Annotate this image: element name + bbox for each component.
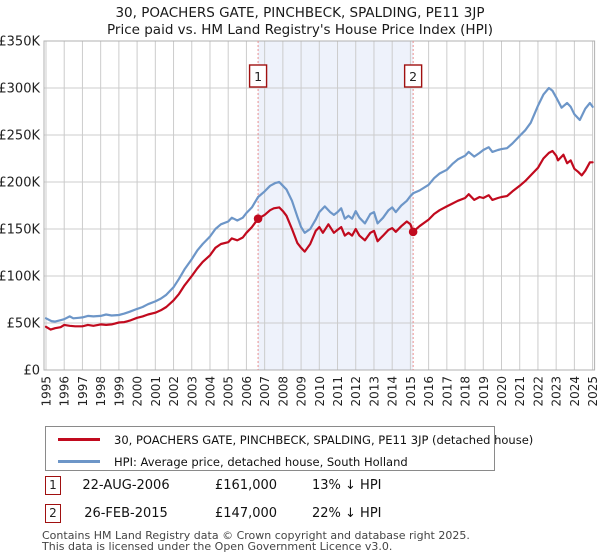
sale-1-price: £161,000 <box>215 478 278 493</box>
sale-marker-box <box>403 64 423 88</box>
y-axis-tick-label: £350K <box>0 35 40 50</box>
plot-border <box>43 40 596 371</box>
footer-line-licence: This data is licensed under the Open Gov… <box>42 539 393 553</box>
x-axis-tick-label: 1996 <box>58 376 72 407</box>
sale-annotation-row: 1 22-AUG-2006 £161,000 13% ↓ HPI <box>0 476 600 496</box>
x-axis-tick-label: 2001 <box>149 376 163 407</box>
x-axis-tick-label: 2025 <box>586 376 600 407</box>
legend-label-hpi: HPI: Average price, detached house, Sout… <box>114 454 408 469</box>
y-axis-tick-label: £250K <box>0 129 40 144</box>
chart-subtitle: Price paid vs. HM Land Registry's House … <box>107 22 493 38</box>
x-axis-tick-label: 2007 <box>258 376 272 407</box>
y-axis-tick-label: £100K <box>0 270 40 285</box>
chart-title-block: 30, POACHERS GATE, PINCHBECK, SPALDING, … <box>0 5 600 39</box>
y-axis-tick-label: £50K <box>7 317 41 332</box>
x-axis-tick-label: 2015 <box>404 376 418 407</box>
x-axis-tick-label: 2021 <box>513 376 527 407</box>
x-axis-tick-label: 2016 <box>422 376 436 407</box>
x-axis-tick-label: 2002 <box>167 376 181 407</box>
x-axis-tick-label: 2023 <box>550 376 564 407</box>
x-axis-tick-label: 1999 <box>112 376 126 407</box>
x-axis-tick-label: 2014 <box>386 376 400 407</box>
x-axis-tick-label: 2011 <box>331 376 345 407</box>
chart-title-address: 30, POACHERS GATE, PINCHBECK, SPALDING, … <box>115 5 485 21</box>
x-axis-tick-label: 2020 <box>495 376 509 407</box>
y-axis-tick-label: £150K <box>0 223 40 238</box>
x-axis-tick-label: 2008 <box>276 376 290 407</box>
price-history-chart: 1 2 £0 £50K £100K £150K £200K £250K £300K £350K 19… <box>0 35 600 407</box>
x-axis-tick-label: 2022 <box>531 376 545 407</box>
footer-line-copyright: Contains HM Land Registry data © Crown c… <box>42 529 470 542</box>
sale-annotation-row: 2 26-FEB-2015 £147,000 22% ↓ HPI <box>0 504 600 524</box>
sale-2-date: 26-FEB-2015 <box>84 506 168 521</box>
x-axis-tick-label: 2024 <box>568 376 582 407</box>
x-axis-tick-label: 2009 <box>295 376 309 407</box>
x-axis-tick-label: 2000 <box>131 376 145 407</box>
x-axis-tick-label: 2019 <box>477 376 491 407</box>
x-axis-tick-label: 2003 <box>185 376 199 407</box>
sale-point-marker <box>408 227 418 237</box>
sale-1-vs-hpi: 13% ↓ HPI <box>312 478 382 493</box>
x-axis-tick-label: 2013 <box>367 376 381 407</box>
x-axis-tick-label: 1998 <box>94 376 108 407</box>
y-axis-tick-label: £300K <box>0 82 40 97</box>
x-axis-tick-label: 2017 <box>440 376 454 407</box>
y-axis-tick-label: £0 <box>23 364 40 379</box>
sale-marker-number: 1 <box>254 69 262 84</box>
x-axis-tick-label: 2004 <box>203 376 217 407</box>
ownership-period-shading <box>258 41 414 370</box>
sale-marker-number: 2 <box>409 69 417 84</box>
sale-2-number-badge: 2 <box>45 504 61 523</box>
x-axis-tick-label: 2018 <box>459 376 473 407</box>
x-axis-tick-label: 2006 <box>240 376 254 407</box>
x-axis-tick-label: 1995 <box>40 376 54 407</box>
sale-2-vs-hpi: 22% ↓ HPI <box>312 506 382 521</box>
price-paid-line-swatch <box>58 438 100 441</box>
license-footer: Contains HM Land Registry data © Crown c… <box>42 529 598 553</box>
y-axis-tick-label: £200K <box>0 176 40 191</box>
x-axis-tick-label: 2012 <box>349 376 363 407</box>
chart-legend: 30, POACHERS GATE, PINCHBECK, SPALDING, … <box>45 426 533 471</box>
sale-2-price: £147,000 <box>215 506 278 521</box>
price-paid-line <box>44 149 594 331</box>
legend-label-price-paid: 30, POACHERS GATE, PINCHBECK, SPALDING, … <box>114 432 534 447</box>
legend-item-price-paid: 30, POACHERS GATE, PINCHBECK, SPALDING, … <box>46 430 533 449</box>
legend-item-hpi: HPI: Average price, detached house, Sout… <box>46 452 494 471</box>
hpi-line-swatch <box>58 460 100 463</box>
sale-point-marker <box>253 214 263 223</box>
x-axis-tick-label: 2010 <box>313 376 327 407</box>
sale-marker-box <box>248 64 268 88</box>
hpi-line <box>44 86 594 323</box>
sale-1-date: 22-AUG-2006 <box>82 478 170 493</box>
sale-1-number-badge: 1 <box>45 476 61 495</box>
x-axis-tick-label: 1997 <box>76 376 90 407</box>
x-axis-tick-label: 2005 <box>222 376 236 407</box>
